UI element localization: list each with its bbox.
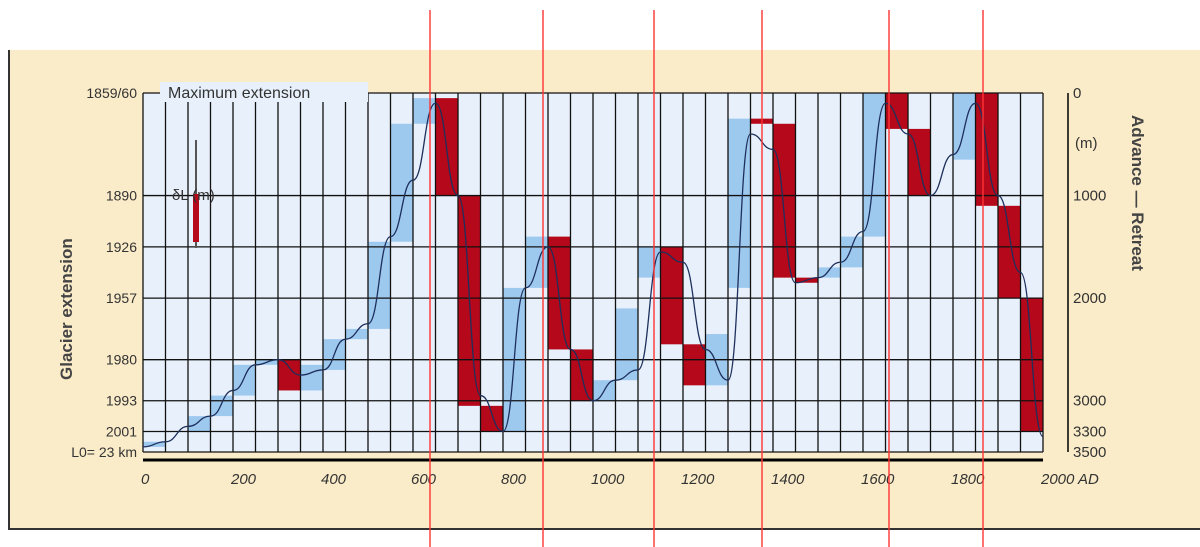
right-tick-label: 2000 [1073,290,1106,307]
retreat-bar-22 [660,246,683,345]
left-tick-label: 1926 [106,239,137,255]
overlay-guides [429,10,984,547]
advance-bar-10 [390,123,413,242]
advance-bar-30 [840,236,863,268]
y-left-axis-label: Glacier extension [57,238,76,380]
scale-symbol-label: δL (m) [172,187,215,204]
left-tick-label: 2001 [106,423,137,439]
retreat-bar-14 [480,405,503,432]
advance-bar-1 [188,416,211,432]
left-tick-label: 1993 [106,393,137,409]
x-tick-label: 1200 [681,471,715,488]
x-tick-label: 200 [230,471,257,488]
advance-bar-6 [300,364,323,391]
advance-bar-8 [345,328,368,340]
x-tick-label: 1800 [951,471,985,488]
x-tick-label: 1000 [591,471,625,488]
glacier-length-curve [142,102,1044,448]
x-tick-label: 800 [501,471,527,488]
left-tick-label: L0= 23 km [71,444,137,460]
max-extension-text: Maximum extension [168,85,310,102]
x-tick-label: 600 [411,471,437,488]
right-tick-label: 3300 [1073,423,1106,440]
retreat-bar-36 [998,205,1021,299]
x-tick-label: 2000 AD [1040,471,1099,488]
right-tick-label: 1000 [1073,188,1106,205]
max-extension-label: Maximum extension [160,82,368,102]
advance-bar-21 [638,246,661,278]
advance-bar-9 [368,241,391,329]
left-tick-label: 1890 [106,188,137,204]
right-tick-label: 0 [1073,85,1081,102]
left-tick-label: 1980 [106,352,137,368]
advance-bar-16 [525,236,548,288]
right-tick-label: 3000 [1073,393,1106,410]
left-tick-label: 1859/60 [86,85,137,101]
advance-bar-2 [210,395,233,417]
x-tick-label: 1600 [861,471,895,488]
advance-bar-29 [818,267,841,278]
left-tick-label: 1957 [106,290,137,306]
retreat-bar-32 [885,93,908,129]
retreat-bar-27 [773,123,796,278]
x-tick-label: 1400 [771,471,805,488]
x-tick-label: 400 [321,471,347,488]
x-tick-label: 0 [141,471,150,488]
advance-bar-3 [233,364,256,396]
right-tick-label: 3500 [1073,444,1106,461]
advance-bar-20 [615,308,638,381]
retreat-bar-23 [683,344,706,386]
scale-symbol: δL (m) [172,140,215,248]
retreat-bar-5 [278,359,301,391]
retreat-bar-37 [1020,298,1043,432]
advance-bar-11 [413,98,436,124]
right-unit-label: (m) [1075,135,1098,152]
y-right-axis-label: Advance — Retreat [1128,115,1147,271]
